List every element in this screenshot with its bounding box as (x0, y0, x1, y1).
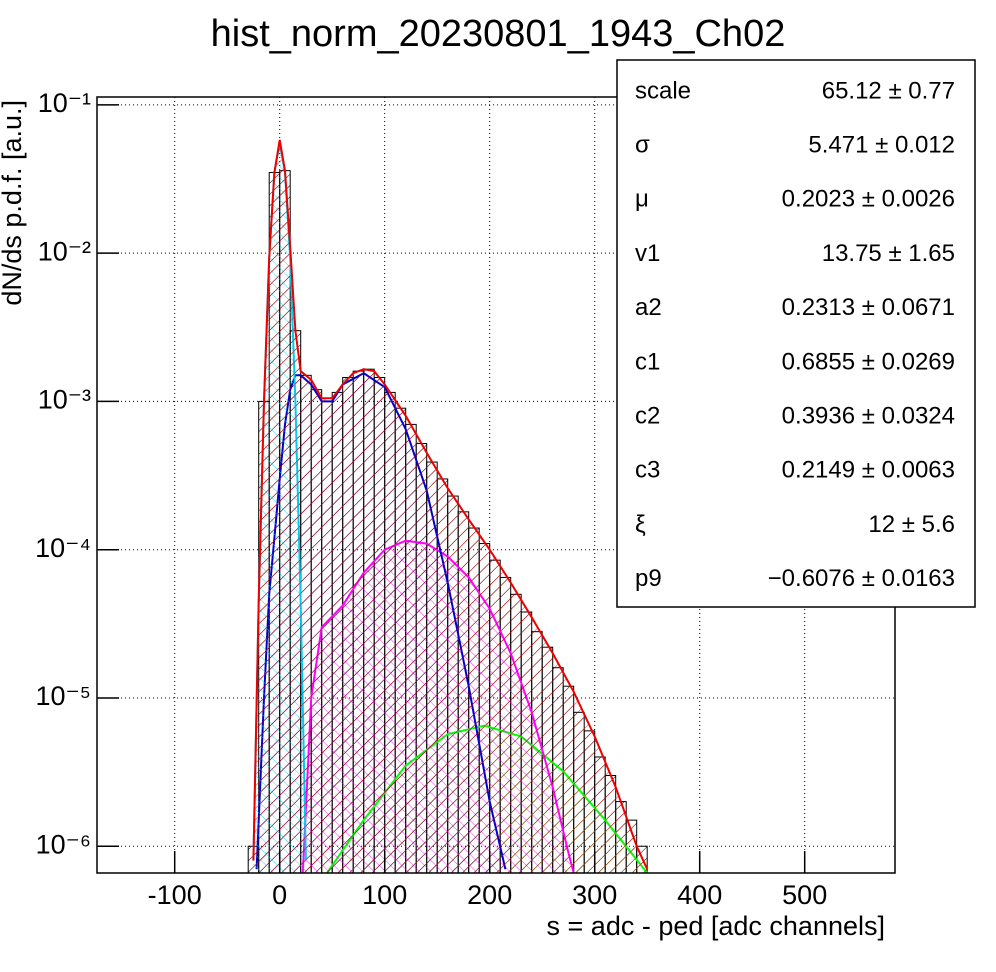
stats-value: 13.75 ± 1.65 (822, 240, 955, 267)
stats-label: v1 (635, 240, 660, 267)
x-tick-label: -100 (148, 880, 202, 910)
x-axis-title: s = adc - ped [adc channels] (547, 911, 885, 941)
stats-label: σ (635, 132, 650, 159)
stats-value: 5.471 ± 0.012 (808, 132, 955, 159)
stats-label: c3 (635, 457, 660, 484)
stats-label: p9 (635, 565, 662, 592)
fit-curve (252, 139, 649, 870)
stats-value: 65.12 ± 0.77 (822, 77, 955, 104)
stats-value: −0.6076 ± 0.0163 (768, 565, 955, 592)
stats-value: 0.2149 ± 0.0063 (782, 457, 955, 484)
y-tick-label: 10⁻² (38, 236, 91, 266)
y-tick-label: 10⁻³ (38, 385, 91, 415)
stats-label: scale (635, 77, 691, 104)
stats-value: 0.2313 ± 0.0671 (782, 294, 955, 321)
stats-value: 0.3936 ± 0.0324 (782, 403, 955, 430)
chart-title: hist_norm_20230801_1943_Ch02 (211, 13, 786, 55)
x-tick-label: 400 (677, 880, 722, 910)
axes: -100 0 100 200 300 400 500 10⁻¹ 10⁻² 10⁻³ 10⁻⁴ 10⁻⁵… (35, 88, 827, 910)
curve-area (253, 139, 648, 873)
stats-label: μ (635, 186, 649, 213)
y-tick-label: 10⁻⁶ (36, 829, 91, 859)
stats-label: a2 (635, 294, 662, 321)
stats-value: 0.2023 ± 0.0026 (782, 186, 955, 213)
stats-label: c1 (635, 348, 660, 375)
stats-label: c2 (635, 403, 660, 430)
x-tick-label: 100 (362, 880, 407, 910)
y-axis-title: dN/ds p.d.f. [a.u.] (0, 100, 27, 306)
x-tick-label: 200 (467, 880, 512, 910)
stats-value: 0.6855 ± 0.0269 (782, 348, 955, 375)
x-tick-label: 0 (272, 880, 287, 910)
y-tick-label: 10⁻¹ (38, 88, 91, 118)
plot-area (247, 139, 649, 873)
stats-value: 12 ± 5.6 (868, 511, 955, 538)
stats-label: ξ (635, 511, 646, 538)
x-tick-label: 300 (572, 880, 617, 910)
x-tick-label: 500 (782, 880, 827, 910)
y-tick-label: 10⁻⁴ (35, 533, 91, 563)
stats-box: scale 65.12 ± 0.77 σ 5.471 ± 0.012 μ 0.2023 ±… (616, 59, 976, 608)
y-tick-label: 10⁻⁵ (36, 681, 91, 711)
stats-frame (616, 59, 976, 608)
